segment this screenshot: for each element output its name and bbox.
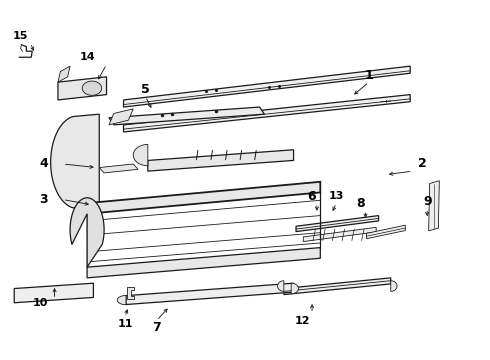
Polygon shape xyxy=(117,296,126,305)
Text: 7: 7 xyxy=(152,321,161,334)
Polygon shape xyxy=(123,66,410,107)
Polygon shape xyxy=(14,283,94,303)
Polygon shape xyxy=(291,283,298,294)
Polygon shape xyxy=(82,81,102,95)
Polygon shape xyxy=(50,114,99,208)
Polygon shape xyxy=(303,227,376,242)
Text: 10: 10 xyxy=(32,298,48,308)
Polygon shape xyxy=(58,66,70,82)
Text: 3: 3 xyxy=(39,193,48,206)
Text: 6: 6 xyxy=(308,189,317,203)
Polygon shape xyxy=(429,181,440,231)
Polygon shape xyxy=(123,95,410,132)
Text: 5: 5 xyxy=(141,83,150,96)
Text: 15: 15 xyxy=(13,31,28,41)
Polygon shape xyxy=(109,107,265,125)
Polygon shape xyxy=(127,287,134,299)
Polygon shape xyxy=(87,248,320,278)
Text: 1: 1 xyxy=(365,68,373,81)
Text: 8: 8 xyxy=(356,197,365,210)
Text: 14: 14 xyxy=(79,52,95,62)
Polygon shape xyxy=(133,144,148,166)
Text: 2: 2 xyxy=(418,157,427,171)
Polygon shape xyxy=(109,109,133,125)
Text: 13: 13 xyxy=(329,191,344,201)
Polygon shape xyxy=(296,216,379,231)
Polygon shape xyxy=(70,198,104,267)
Polygon shape xyxy=(87,182,320,214)
Polygon shape xyxy=(126,283,294,305)
Polygon shape xyxy=(284,278,391,294)
Polygon shape xyxy=(277,281,284,291)
Polygon shape xyxy=(99,164,138,173)
Polygon shape xyxy=(58,77,106,100)
Text: 11: 11 xyxy=(117,319,133,329)
Polygon shape xyxy=(367,225,405,239)
Text: 9: 9 xyxy=(423,195,432,208)
Polygon shape xyxy=(148,150,294,171)
Polygon shape xyxy=(391,281,397,291)
Text: 4: 4 xyxy=(39,157,48,171)
Text: 12: 12 xyxy=(294,316,310,325)
